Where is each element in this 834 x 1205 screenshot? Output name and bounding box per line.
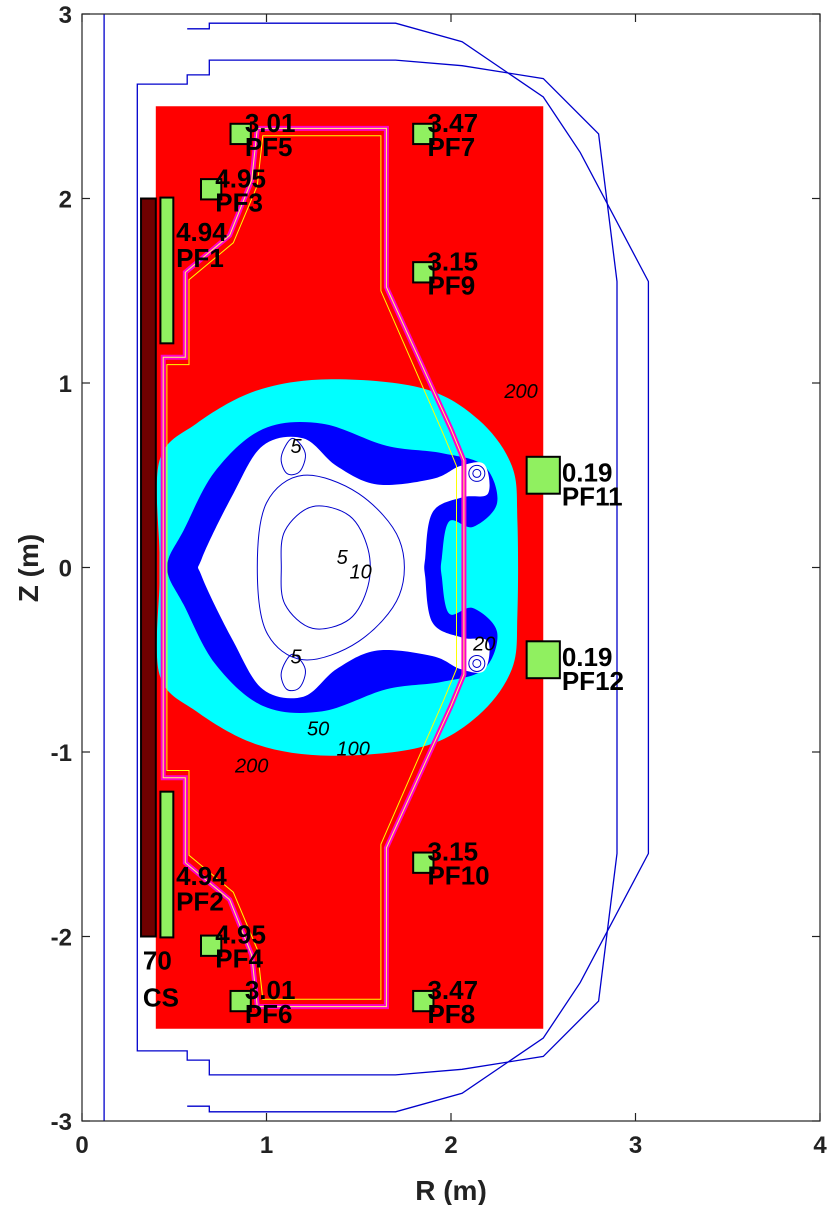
separatrix-inner — [166, 135, 457, 1000]
coil-name: PF4 — [215, 944, 263, 974]
coil-value: 4.94 — [176, 217, 227, 247]
divertor-contour — [468, 654, 486, 672]
contour-5-core — [280, 505, 371, 630]
coil-pf7 — [412, 122, 435, 146]
contour-5-lobe — [280, 437, 306, 476]
contour-label: 10 — [349, 562, 371, 584]
divertor-contour — [472, 658, 482, 668]
vessel-inner-shell — [136, 59, 618, 1076]
contour-label: 50 — [307, 718, 329, 740]
coil-value: 4.95 — [215, 163, 266, 193]
divertor-contour — [472, 468, 482, 478]
y-axis-label: Z (m) — [13, 534, 44, 602]
x-tick-label: 4 — [813, 1132, 827, 1159]
coil-value: 3.15 — [427, 837, 478, 867]
x-tick-label: 0 — [75, 1132, 88, 1159]
cs-coil — [140, 197, 157, 938]
coil-name: PF2 — [176, 887, 224, 917]
coil-name: PF5 — [245, 132, 293, 162]
coil-name: PF7 — [427, 132, 475, 162]
coil-name: PF11 — [562, 481, 623, 511]
x-tick-label: 2 — [444, 1132, 457, 1159]
coil-value: 3.15 — [427, 246, 478, 276]
cs-coil-value: 70 — [143, 946, 172, 976]
coil-name: PF6 — [245, 999, 293, 1029]
y-tick-label: 3 — [59, 2, 72, 29]
coil-pf8 — [412, 989, 435, 1013]
coil-pf9 — [412, 261, 435, 284]
coil-pf11 — [525, 455, 561, 495]
plasma-core — [198, 436, 490, 699]
coil-pf12 — [525, 640, 561, 680]
coil-value: 3.47 — [427, 108, 478, 138]
x-tick-label: 1 — [260, 1132, 273, 1159]
y-tick-label: -1 — [51, 740, 72, 767]
contour-label: 5 — [337, 547, 349, 569]
coil-name: PF8 — [427, 999, 475, 1029]
contour-label: 100 — [337, 739, 370, 761]
y-tick-label: -3 — [51, 1109, 72, 1136]
coil-name: PF10 — [427, 861, 489, 891]
coil-value: 0.19 — [562, 642, 613, 672]
coil-pf3 — [200, 178, 223, 201]
coil-pf6 — [229, 989, 252, 1013]
contour-label: 200 — [503, 381, 537, 403]
coil-value: 3.47 — [427, 975, 478, 1005]
contour-label: 200 — [234, 755, 268, 777]
y-tick-label: 1 — [59, 371, 72, 398]
cs-coil-name: CS — [143, 983, 179, 1013]
contour-label: 5 — [290, 646, 302, 668]
coil-pf4 — [200, 934, 223, 957]
coil-pf1 — [159, 196, 175, 345]
separatrix — [162, 127, 465, 1008]
coil-name: PF9 — [427, 270, 475, 300]
vessel-outer-shell — [187, 22, 650, 1113]
coil-name: PF1 — [176, 243, 224, 273]
contour-10 — [256, 474, 405, 661]
divertor-contour — [468, 464, 486, 482]
y-tick-label: 2 — [59, 187, 72, 214]
coil-pf5 — [229, 122, 252, 146]
contour-5-lobe — [280, 653, 306, 692]
contour-label: 20 — [472, 634, 495, 656]
coil-value: 3.01 — [245, 975, 296, 1005]
coil-name: PF12 — [562, 666, 624, 696]
coil-pf2 — [159, 790, 175, 939]
coil-value: 4.95 — [215, 920, 266, 950]
y-tick-label: 0 — [59, 556, 72, 583]
coil-pf10 — [412, 851, 435, 874]
x-tick-label: 3 — [629, 1132, 642, 1159]
y-tick-label: -2 — [51, 925, 72, 952]
contour-label: 5 — [290, 436, 302, 458]
x-axis-label: R (m) — [415, 1175, 487, 1205]
coil-value: 3.01 — [245, 108, 296, 138]
coil-name: PF3 — [215, 187, 263, 217]
coil-value: 0.19 — [562, 457, 613, 487]
coil-value: 4.94 — [176, 861, 227, 891]
